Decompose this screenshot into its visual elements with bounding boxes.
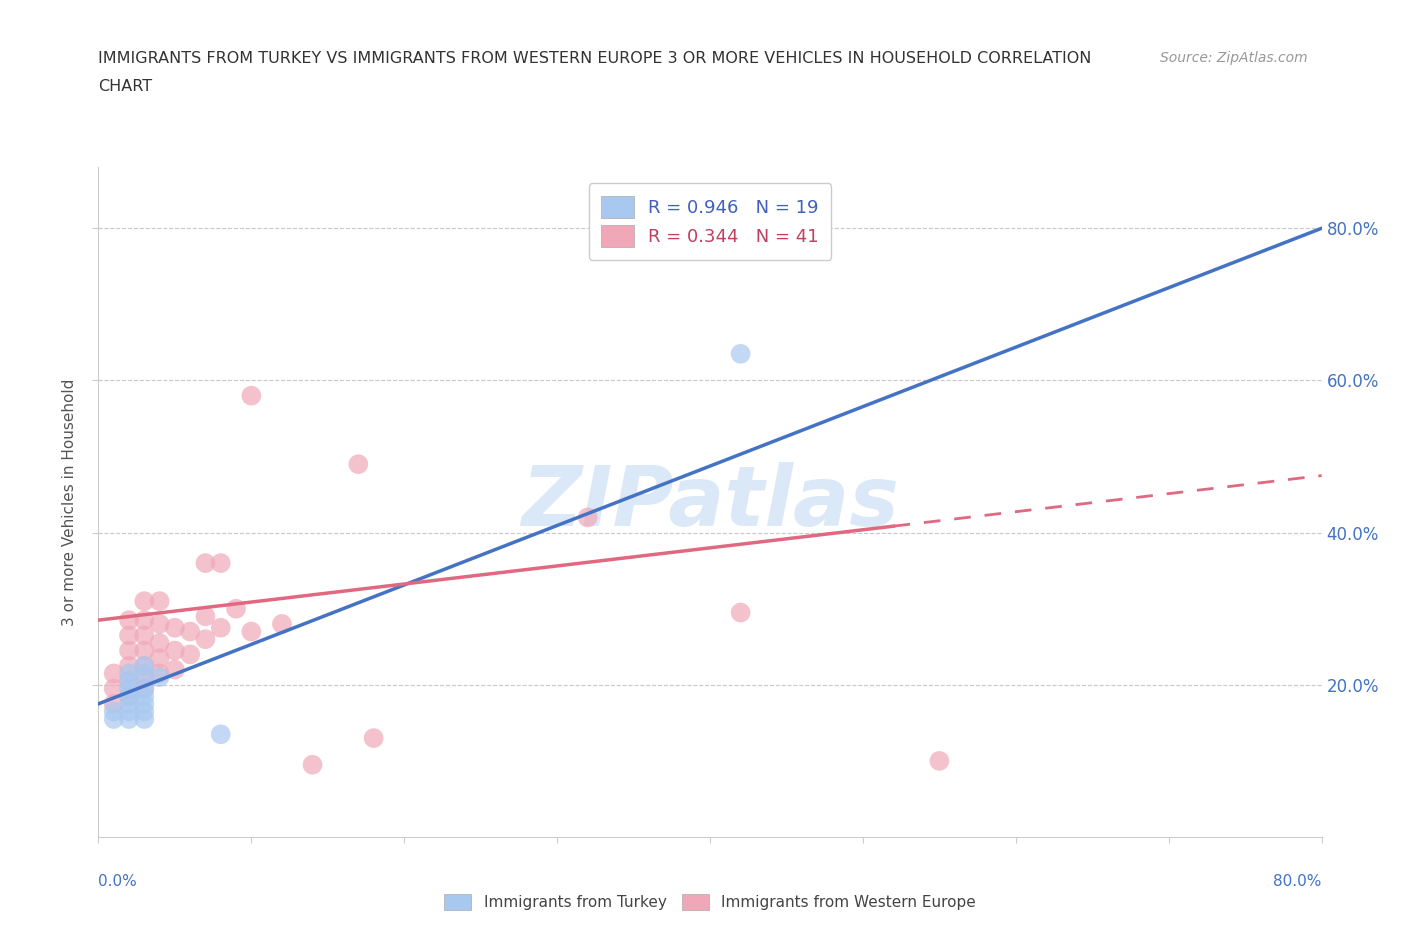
Point [163,644,186,658]
Point [209,620,232,635]
Point [194,555,217,570]
Point [118,689,141,704]
Point [194,631,217,646]
Point [134,711,156,726]
Point [118,673,141,688]
Point [134,613,156,628]
Point [179,647,201,662]
Point [134,689,156,704]
Point [134,644,156,658]
Point [240,388,263,403]
Point [730,605,752,620]
Point [270,617,292,631]
Point [149,666,172,681]
Legend: Immigrants from Turkey, Immigrants from Western Europe: Immigrants from Turkey, Immigrants from … [437,888,983,916]
Point [347,457,370,472]
Point [118,689,141,704]
Point [163,662,186,677]
Point [118,711,141,726]
Point [134,593,156,608]
Point [149,651,172,666]
Point [209,555,232,570]
Point [240,624,263,639]
Point [118,681,141,696]
Point [134,681,156,696]
Text: 80.0%: 80.0% [1274,874,1322,889]
Point [225,602,247,617]
Point [134,658,156,673]
Point [149,635,172,650]
Point [363,731,385,746]
Point [149,593,172,608]
Point [194,609,217,624]
Point [118,613,141,628]
Text: CHART: CHART [98,79,152,94]
Text: ZIPatlas: ZIPatlas [522,461,898,543]
Point [134,666,156,681]
Point [928,753,950,768]
Point [576,510,599,525]
Text: Source: ZipAtlas.com: Source: ZipAtlas.com [1160,51,1308,65]
Point [118,628,141,643]
Point [103,704,125,719]
Point [103,697,125,711]
Point [163,620,186,635]
Point [134,704,156,719]
Point [103,681,125,696]
Text: IMMIGRANTS FROM TURKEY VS IMMIGRANTS FROM WESTERN EUROPE 3 OR MORE VEHICLES IN H: IMMIGRANTS FROM TURKEY VS IMMIGRANTS FRO… [98,51,1092,66]
Point [179,624,201,639]
Y-axis label: 3 or more Vehicles in Household: 3 or more Vehicles in Household [62,379,77,626]
Point [730,346,752,361]
Point [134,628,156,643]
Point [103,666,125,681]
Point [301,757,323,772]
Point [118,673,141,688]
Point [118,666,141,681]
Point [103,711,125,726]
Point [118,704,141,719]
Point [149,617,172,631]
Point [134,670,156,684]
Point [118,644,141,658]
Point [134,681,156,696]
Point [134,697,156,711]
Point [209,727,232,742]
Point [134,658,156,673]
Point [118,697,141,711]
Text: 0.0%: 0.0% [98,874,138,889]
Point [118,658,141,673]
Point [149,670,172,684]
